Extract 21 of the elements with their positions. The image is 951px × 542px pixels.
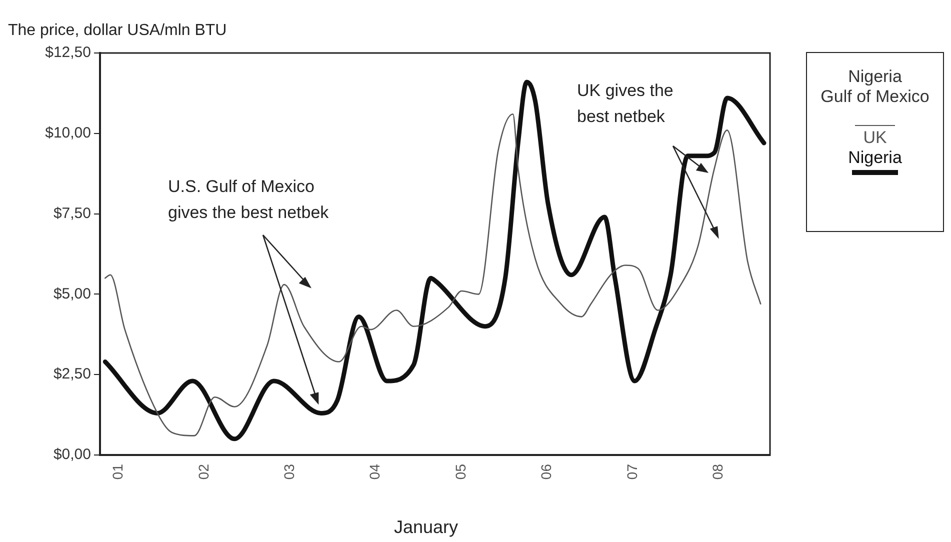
x-tick-label: 04 (366, 464, 383, 480)
legend-title: Nigeria Gulf of Mexico (820, 67, 930, 107)
y-tick-label: $5,00 (53, 285, 91, 302)
annotation: UK gives the best netbek (577, 80, 674, 128)
y-tick-label: $12,50 (45, 44, 91, 62)
y-tick-label: $2,50 (53, 366, 91, 383)
x-tick-label: 01 (110, 464, 126, 480)
text: Nigeria (848, 148, 902, 168)
x-axis-title: January (394, 517, 458, 538)
legend-label: UK (863, 128, 887, 148)
x-tick-label: 03 (281, 464, 298, 480)
annotation: U.S. Gulf of Mexico gives the best netbek (168, 176, 329, 224)
x-tick-label: 05 (452, 464, 468, 480)
y-tick-label: $7,50 (53, 204, 91, 222)
y-tick-label: $10,00 (45, 124, 91, 142)
y-tick-label: $0,00 (53, 446, 91, 464)
x-tick-label: 06 (538, 464, 554, 480)
x-tick-label: 08 (709, 464, 726, 480)
x-tick-label: 02 (195, 464, 212, 480)
y-axis-title: The price, dollar USA/mln BTU (8, 22, 227, 40)
x-tick-label: 07 (624, 464, 640, 480)
